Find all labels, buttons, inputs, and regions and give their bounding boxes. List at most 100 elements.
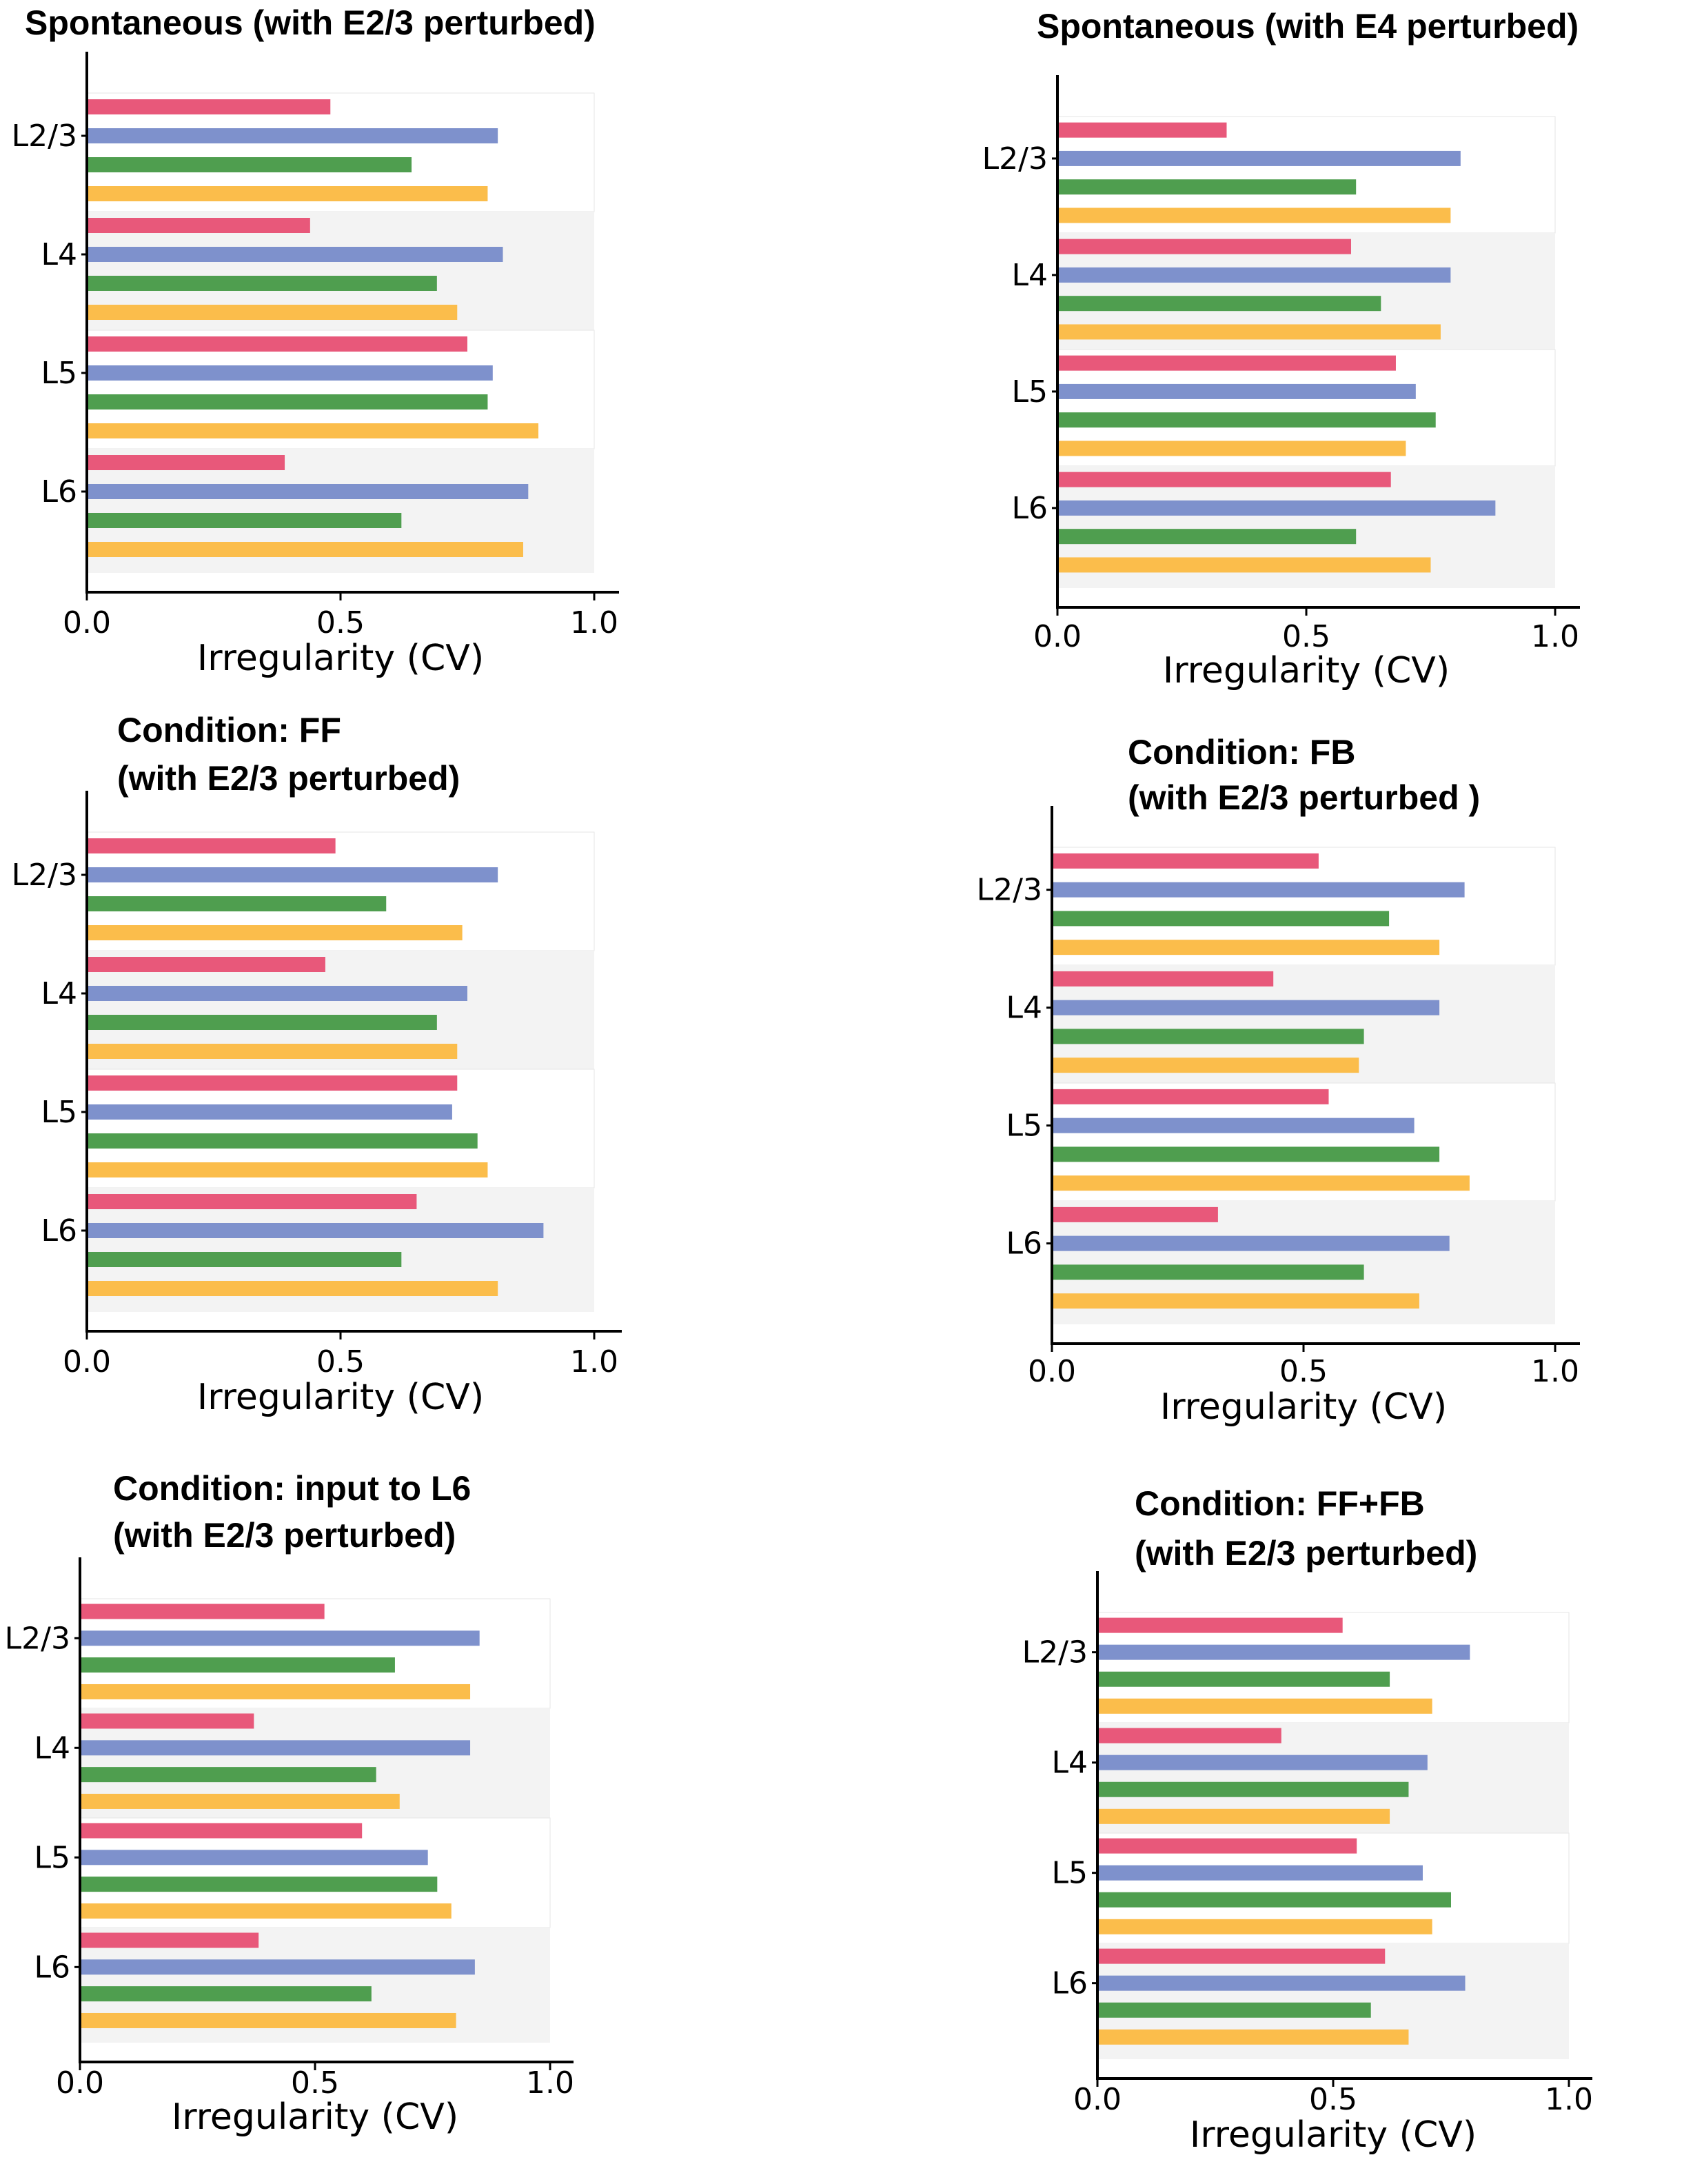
x-tick-label: 0.0 [63,605,111,640]
x-tick-label: 0.5 [316,605,365,640]
bar-l4-series-1 [87,957,325,972]
bar-l4-series-4 [1097,1808,1390,1824]
bar-l2-3-series-1 [87,99,331,114]
panel-title: Condition: input to L6 [113,1469,471,1508]
bar-l2-3-series-4 [87,925,463,940]
bar-l2-3-series-2 [87,128,498,143]
y-tick-label: L4 [1051,1746,1088,1781]
chart-panel-6: Condition: FF+FB (with E2/3 perturbed) L2/… [1022,1484,1593,2156]
x-tick-label: 0.0 [56,2065,104,2101]
x-tick-label: 0.5 [1309,2082,1357,2117]
y-tick-label: L5 [1011,374,1048,410]
bar-l5-series-4 [87,423,539,438]
panel-title: Spontaneous (with E2/3 perturbed) [25,3,596,42]
x-axis-label: Irregularity (CV) [197,638,484,679]
bar-l6-series-1 [87,1194,417,1209]
x-tick-label: 0.5 [291,2065,339,2101]
y-tick-label: L2/3 [5,1621,70,1656]
bar-l6-series-4 [87,1281,498,1296]
bar-l4-series-4 [87,305,458,320]
bar-l5-series-1 [87,1075,458,1091]
x-tick-label: 1.0 [570,1344,618,1379]
y-tick-label: L5 [1006,1109,1042,1144]
bar-l2-3-series-4 [1097,1698,1432,1714]
bar-l6-series-2 [87,484,529,499]
bar-l5-series-1 [1052,1089,1329,1104]
y-tick-label: L4 [1006,991,1042,1026]
bar-l6-series-3 [1052,1264,1364,1280]
bar-l6-series-4 [87,542,523,557]
bar-l4-series-3 [87,1015,437,1030]
y-tick-label: L5 [1051,1856,1088,1891]
bar-l6-series-1 [1052,1206,1218,1222]
bar-l6-series-4 [1052,1293,1419,1309]
bar-l6-series-1 [87,455,285,470]
chart-panel-5: Condition: input to L6 (with E2/3 perturb… [5,1469,574,2138]
x-tick-label: 0.5 [1279,1354,1328,1389]
x-tick-label: 1.0 [1531,1354,1579,1389]
bar-l4-series-2 [87,247,503,262]
bar-l5-series-3 [87,1133,478,1149]
bar-l4-series-3 [1052,1029,1364,1044]
bar-l2-3-series-3 [87,896,387,911]
bar-l2-3-series-1 [80,1604,325,1619]
bar-l4-series-2 [80,1740,471,1756]
bar-l6-series-4 [1097,2029,1409,2045]
y-tick-label: L4 [34,1730,70,1766]
x-tick-label: 1.0 [526,2065,574,2101]
bar-l5-series-1 [80,1823,363,1839]
bar-l4-series-3 [1057,296,1381,312]
bar-l5-series-1 [1097,1838,1357,1854]
bar-l2-3-series-4 [80,1684,471,1699]
x-tick-label: 0.0 [1033,619,1082,654]
bar-l5-series-3 [87,394,488,410]
bar-l2-3-series-2 [1057,150,1461,166]
bar-l5-series-2 [1057,383,1416,399]
bar-l2-3-series-1 [87,838,336,853]
y-tick-label: L5 [41,1095,77,1130]
bar-l2-3-series-4 [1052,940,1440,956]
bar-l6-series-4 [80,2012,456,2028]
bar-l4-series-4 [1052,1058,1359,1073]
bar-l4-series-4 [87,1044,458,1059]
bar-l6-series-3 [1057,529,1357,545]
bar-l4-series-1 [1057,239,1351,254]
bar-l2-3-series-3 [1097,1671,1390,1687]
bar-l2-3-series-3 [87,157,412,172]
x-tick-label: 0.5 [1282,619,1330,654]
y-tick-label: L6 [34,1950,70,1985]
bar-l2-3-series-4 [87,186,488,201]
bar-l6-series-2 [1052,1235,1450,1251]
bar-l6-series-2 [80,1959,475,1975]
y-tick-label: L2/3 [12,119,77,154]
y-tick-label: L2/3 [977,873,1042,908]
bar-l6-series-4 [1057,557,1431,573]
x-tick-label: 1.0 [1531,619,1579,654]
bar-l4-series-2 [1052,1000,1440,1015]
x-tick-label: 0.0 [63,1344,111,1379]
bar-l2-3-series-2 [1052,882,1465,898]
chart-panel-3: Condition: FF (with E2/3 perturbed) L2/3 L4… [12,711,622,1418]
bar-l2-3-series-3 [1052,911,1390,927]
chart-panel-2: Spontaneous (with E4 perturbed) L2/3 L4 L5 L… [982,7,1580,691]
bar-l4-series-1 [1052,971,1274,987]
bar-l2-3-series-3 [1057,179,1357,195]
bar-l5-series-2 [87,365,493,381]
panel-title: (with E2/3 perturbed) [117,759,460,798]
bar-l5-series-3 [1052,1146,1440,1162]
y-tick-label: L2/3 [12,858,77,893]
bar-l5-series-1 [87,336,467,352]
bar-l6-series-3 [87,513,402,528]
bar-l2-3-series-1 [1052,853,1319,869]
bar-l2-3-series-1 [1097,1617,1343,1633]
bar-l2-3-series-3 [80,1657,395,1673]
panel-title: Condition: FB [1128,733,1355,771]
bar-l5-series-4 [87,1162,488,1177]
x-tick-label: 1.0 [1545,2082,1593,2117]
y-tick-label: L2/3 [982,141,1048,176]
bar-l2-3-series-1 [1057,122,1227,138]
panel-title: Condition: FF [117,711,341,749]
bar-l6-series-1 [1057,472,1391,487]
bar-l4-series-1 [80,1713,254,1729]
